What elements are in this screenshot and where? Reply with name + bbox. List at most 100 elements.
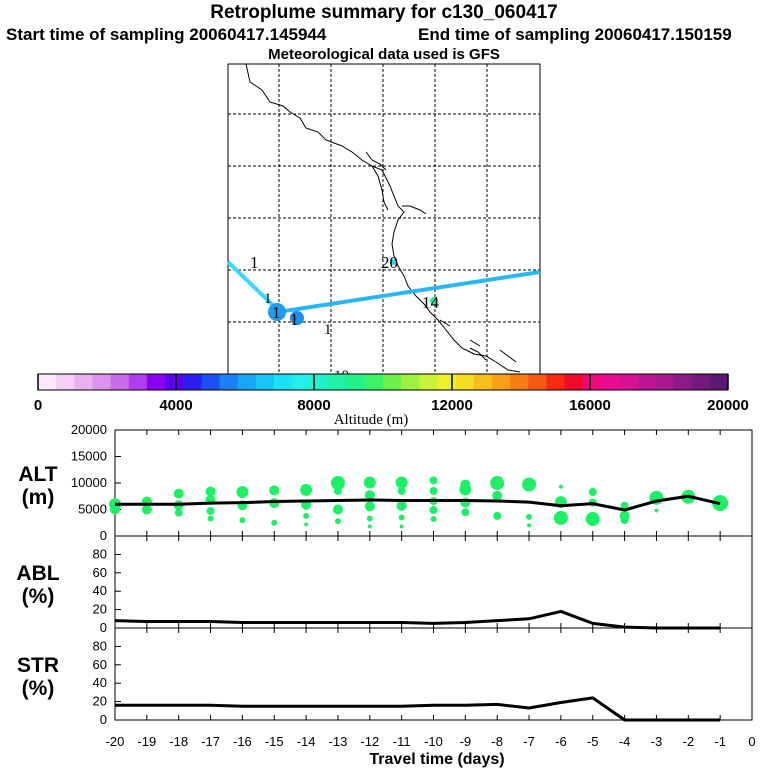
x-tick-label: -7	[523, 734, 535, 749]
x-tick-label: -19	[137, 734, 156, 749]
scatter-point	[430, 516, 437, 523]
trajectory-1	[226, 260, 282, 314]
map-panel: 1 20 14 1 1 1 1 10	[226, 63, 541, 384]
scatter-point	[459, 483, 472, 496]
series-line	[115, 494, 721, 512]
panel-ylabel: STR	[17, 654, 59, 677]
x-tick-label: -13	[329, 734, 348, 749]
colorbar-swatch	[691, 374, 711, 390]
coastline	[245, 63, 521, 373]
x-tick-label: 0	[748, 734, 755, 749]
colorbar-swatch	[146, 374, 166, 390]
colorbar-swatch	[255, 374, 275, 390]
colorbar-swatch	[546, 374, 565, 390]
scatter-point	[492, 490, 503, 501]
x-tick-label: -1	[714, 734, 726, 749]
map-label: 1	[264, 291, 272, 307]
scatter-point	[397, 486, 406, 495]
y-tick-label: 0	[100, 528, 107, 543]
scatter-point	[334, 518, 341, 525]
x-tick-label: -8	[491, 734, 503, 749]
colorbar-tick-label: 20000	[707, 397, 749, 414]
scatter-point	[490, 476, 505, 490]
y-tick-label: 80	[93, 638, 107, 653]
scatter-point	[364, 490, 375, 501]
scatter-point	[654, 508, 659, 513]
scatter-point	[304, 522, 309, 527]
map-label: 1	[324, 322, 332, 338]
x-tick-label: -14	[297, 734, 316, 749]
colorbar-swatch	[219, 374, 239, 390]
colorbar-swatch	[419, 374, 438, 390]
colorbar-swatch	[165, 374, 184, 390]
start-time-label: Start time of sampling 20060417.145944	[6, 25, 327, 44]
y-tick-label: 20000	[71, 422, 107, 437]
y-tick-label: 40	[93, 583, 107, 598]
map-frame	[227, 63, 541, 375]
scatter-point	[366, 515, 373, 522]
colorbar-swatch	[292, 374, 311, 390]
colorbar-swatch	[38, 374, 57, 390]
scatter-point	[207, 515, 214, 522]
scatter-point	[429, 506, 438, 515]
colorbar-swatch	[328, 374, 348, 390]
trajectory-point	[268, 303, 286, 321]
y-tick-label: 5000	[78, 502, 107, 517]
colorbar-swatch	[582, 374, 602, 390]
scatter-point	[367, 524, 372, 529]
colorbar-swatch	[383, 374, 402, 390]
scatter-point	[271, 519, 278, 526]
x-tick-label: -11	[393, 734, 411, 749]
y-tick-label: 0	[100, 712, 107, 727]
x-tick-label: -15	[265, 734, 284, 749]
scatter-point	[332, 504, 343, 515]
end-time-label: End time of sampling 20060417.150159	[418, 25, 732, 44]
colorbar-swatch	[455, 374, 475, 390]
colorbar-swatch	[709, 374, 729, 390]
scatter-point	[174, 508, 183, 517]
map-label: 14	[422, 293, 440, 312]
panel-ylabel-unit: (%)	[22, 585, 55, 608]
colorbar-swatch	[437, 374, 457, 390]
scatter-point	[239, 517, 246, 524]
colorbar-swatch	[110, 374, 130, 390]
colorbar-tick-label: 16000	[569, 397, 611, 414]
scatter-point	[585, 512, 600, 527]
scatter-point	[236, 486, 249, 499]
x-axis-label: Travel time (days)	[369, 751, 504, 768]
colorbar-swatch	[491, 374, 511, 390]
x-tick-label: -9	[460, 734, 472, 749]
colorbar-swatch	[274, 374, 293, 390]
map-label: 1	[272, 303, 281, 322]
scatter-point	[398, 514, 405, 521]
chart-title: Retroplume summary for c130_060417	[210, 2, 558, 23]
scatter-point	[429, 486, 438, 495]
colorbar-swatch	[473, 374, 493, 390]
met-data-label: Meteorological data used is GFS	[268, 46, 500, 63]
x-tick-label: -17	[201, 734, 220, 749]
colorbar-swatch	[364, 374, 384, 390]
map-graticule	[228, 64, 540, 374]
scatter-point	[269, 485, 280, 496]
colorbar-swatch	[201, 374, 220, 390]
panel-ylabel: ALT	[18, 463, 57, 486]
trajectory-point	[430, 297, 438, 305]
colorbar-tick-label: 12000	[431, 397, 473, 414]
x-tick-label: -5	[587, 734, 599, 749]
x-tick-label: -3	[651, 734, 663, 749]
scatter-point	[620, 501, 629, 510]
y-tick-label: 10000	[71, 475, 107, 490]
scatter-point	[395, 476, 408, 489]
colorbar-swatch	[74, 374, 93, 390]
map-label: 1	[290, 310, 299, 329]
scatter-point	[110, 504, 120, 515]
colorbar-swatch	[655, 374, 674, 390]
colorbar-label: Altitude (m)	[334, 412, 409, 428]
colorbar-swatch	[128, 374, 148, 390]
map-label: 1	[250, 253, 259, 272]
colorbar-swatch	[237, 374, 257, 390]
colorbar-swatch	[564, 374, 584, 390]
x-tick-label: -16	[233, 734, 252, 749]
y-tick-label: 80	[93, 546, 107, 561]
